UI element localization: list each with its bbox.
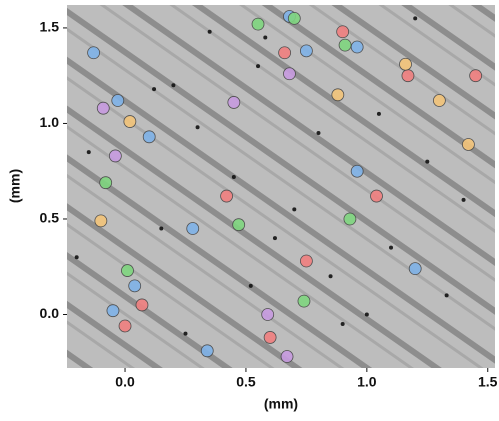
x-axis-label: (mm) xyxy=(264,396,298,412)
point xyxy=(123,115,137,128)
point xyxy=(331,88,345,102)
point xyxy=(96,101,110,115)
point xyxy=(99,176,113,190)
point xyxy=(272,236,277,241)
point xyxy=(425,159,430,164)
point xyxy=(200,344,214,358)
point xyxy=(227,96,241,109)
point xyxy=(364,312,369,317)
point xyxy=(251,17,265,31)
point xyxy=(297,294,311,308)
y-tick-label: 1.0 xyxy=(40,114,60,130)
point xyxy=(316,131,321,136)
x-tick-label: 0.5 xyxy=(236,374,256,390)
point xyxy=(220,189,233,203)
point xyxy=(261,308,275,321)
point xyxy=(413,16,418,21)
point xyxy=(118,319,132,333)
point xyxy=(128,279,142,293)
point xyxy=(299,44,313,58)
point xyxy=(469,69,483,83)
point xyxy=(207,29,212,34)
point xyxy=(171,83,176,88)
point xyxy=(444,293,449,298)
point xyxy=(389,245,394,250)
point xyxy=(263,35,268,40)
point xyxy=(121,264,134,277)
point xyxy=(287,11,301,25)
point xyxy=(142,130,156,144)
point xyxy=(340,322,345,327)
point xyxy=(94,214,108,228)
point xyxy=(338,38,352,52)
point xyxy=(328,274,333,279)
point xyxy=(432,94,446,107)
point xyxy=(186,222,200,235)
point xyxy=(74,255,79,260)
point xyxy=(376,111,381,116)
point xyxy=(232,218,246,232)
point xyxy=(248,283,253,288)
y-tick-label: 0.5 xyxy=(40,210,60,226)
point xyxy=(283,67,296,81)
image-background xyxy=(67,5,495,368)
point xyxy=(195,125,200,130)
point xyxy=(461,197,466,202)
point xyxy=(263,331,277,344)
y-tick-label: 0.0 xyxy=(40,305,60,321)
point xyxy=(159,226,164,231)
point xyxy=(256,64,261,69)
x-tick-label: 1.5 xyxy=(478,374,498,390)
point xyxy=(408,262,422,276)
point xyxy=(152,87,157,92)
point xyxy=(343,212,357,226)
point xyxy=(350,164,364,178)
y-tick-label: 1.5 xyxy=(40,19,60,35)
point xyxy=(370,189,383,203)
point xyxy=(462,138,475,151)
point xyxy=(401,69,415,83)
point xyxy=(299,254,313,268)
point xyxy=(87,46,100,60)
point xyxy=(111,94,125,107)
x-tick-label: 0.0 xyxy=(115,374,135,390)
point xyxy=(292,207,297,212)
point xyxy=(350,40,364,54)
point xyxy=(106,304,120,318)
point xyxy=(336,25,350,39)
point xyxy=(86,150,91,155)
point xyxy=(280,350,294,363)
point xyxy=(278,46,292,60)
x-tick-label: 1.0 xyxy=(357,374,377,390)
point xyxy=(108,149,122,163)
point xyxy=(135,298,149,312)
point xyxy=(399,57,412,71)
point xyxy=(231,174,236,179)
point xyxy=(183,331,188,336)
y-axis-label: (mm) xyxy=(7,169,23,203)
